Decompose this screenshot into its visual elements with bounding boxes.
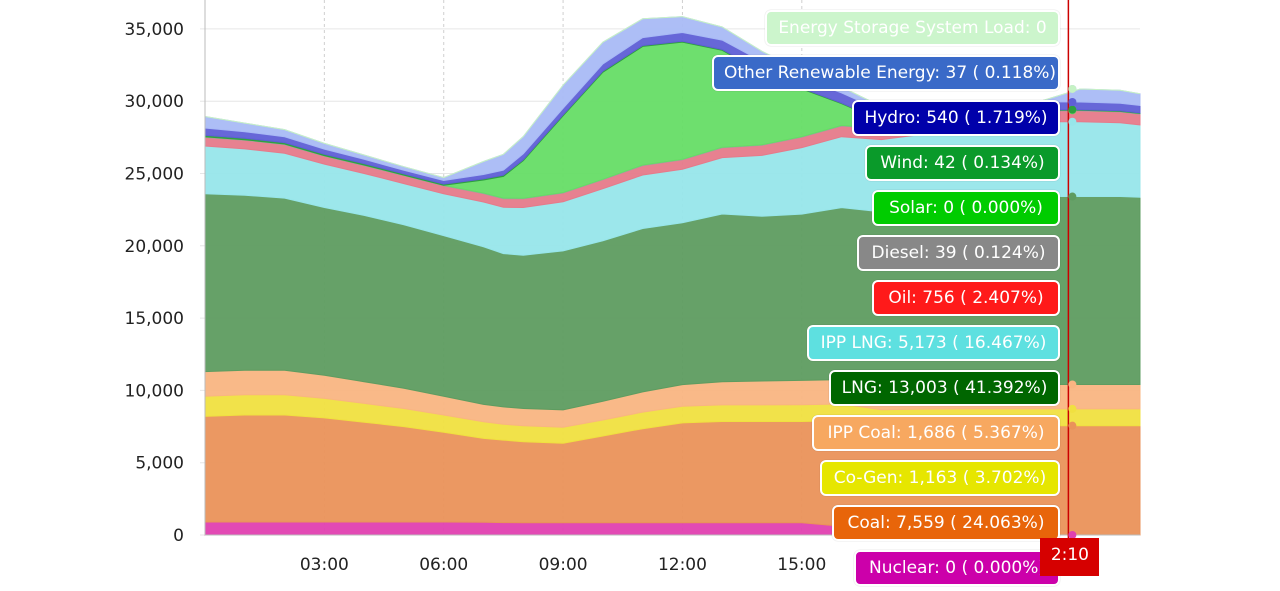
- y-tick-label: 20,000: [125, 237, 184, 257]
- cursor-marker-ipp-coal: [1068, 380, 1077, 389]
- cursor-marker-nuclear: [1068, 531, 1077, 539]
- cursor-marker-lng: [1068, 192, 1077, 201]
- x-tick-label: 06:00: [419, 555, 468, 575]
- cursor-marker-wind: [1068, 105, 1077, 114]
- cursor-marker-co-gen: [1068, 404, 1077, 413]
- area-energy-storage-system-load: [204, 16, 1141, 179]
- y-tick-label: 25,000: [125, 165, 184, 185]
- cursor-marker-energy-storage-system-load: [1068, 84, 1077, 93]
- cursor-layer: [1067, 0, 1077, 540]
- hydro-tooltip: Hydro: 540 ( 1.719%): [852, 100, 1060, 136]
- co-gen-tooltip: Co-Gen: 1,163 ( 3.702%): [820, 460, 1060, 496]
- ipp-coal-tooltip: IPP Coal: 1,686 ( 5.367%): [812, 415, 1060, 451]
- area-layer: [204, 16, 1141, 536]
- y-tick-label: 30,000: [125, 92, 184, 112]
- x-tick-label: 15:00: [777, 555, 826, 575]
- cursor-marker-hydro: [1068, 97, 1077, 106]
- diesel-tooltip: Diesel: 39 ( 0.124%): [857, 235, 1060, 271]
- wind-tooltip: Wind: 42 ( 0.134%): [865, 145, 1060, 181]
- y-tick-label: 35,000: [125, 20, 184, 40]
- x-tick-label: 03:00: [300, 555, 349, 575]
- x-tick-label: 12:00: [658, 555, 707, 575]
- oil-tooltip: Oil: 756 ( 2.407%): [872, 280, 1060, 316]
- x-tick-label: 09:00: [539, 555, 588, 575]
- ipp-lng-tooltip: IPP LNG: 5,173 ( 16.467%): [807, 325, 1060, 361]
- y-tick-label: 0: [173, 526, 184, 546]
- y-tick-label: 10,000: [125, 381, 184, 401]
- y-tick-label: 15,000: [125, 309, 184, 329]
- other-renewable-tooltip: Other Renewable Energy: 37 ( 0.118%): [712, 55, 1060, 91]
- cursor-time-badge: 2:10: [1040, 538, 1099, 576]
- y-tick-label: 5,000: [135, 454, 184, 474]
- solar-tooltip: Solar: 0 ( 0.000%): [872, 190, 1060, 226]
- cursor-marker-coal: [1068, 421, 1077, 430]
- coal-tooltip: Coal: 7,559 ( 24.063%): [832, 505, 1060, 541]
- lng-tooltip: LNG: 13,003 ( 41.392%): [829, 370, 1060, 406]
- axis-layer: 0 5,000 10,000 15,000 20,000 25,000 30,000 35,0…: [125, 0, 1140, 575]
- energy-storage-tooltip: Energy Storage System Load: 0: [765, 10, 1060, 46]
- nuclear-tooltip: Nuclear: 0 ( 0.000%): [854, 550, 1060, 586]
- cursor-marker-ipp-lng: [1068, 117, 1077, 126]
